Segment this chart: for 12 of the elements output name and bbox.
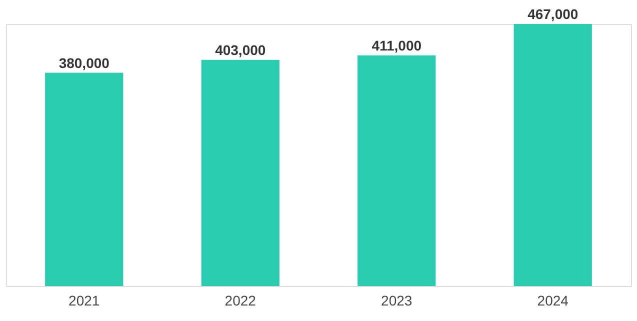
x-tick-label: 2021 bbox=[68, 292, 100, 308]
bar bbox=[201, 60, 280, 286]
x-tick-label: 2023 bbox=[381, 292, 412, 308]
x-tick-label: 2022 bbox=[224, 292, 256, 308]
bar bbox=[358, 55, 436, 286]
data-label: 467,000 bbox=[528, 6, 578, 22]
data-label: 403,000 bbox=[215, 42, 266, 58]
data-label: 411,000 bbox=[372, 37, 422, 54]
bar bbox=[45, 72, 124, 286]
bar bbox=[514, 24, 592, 286]
data-label: 380,000 bbox=[58, 54, 110, 71]
x-tick-label: 2024 bbox=[537, 292, 569, 308]
